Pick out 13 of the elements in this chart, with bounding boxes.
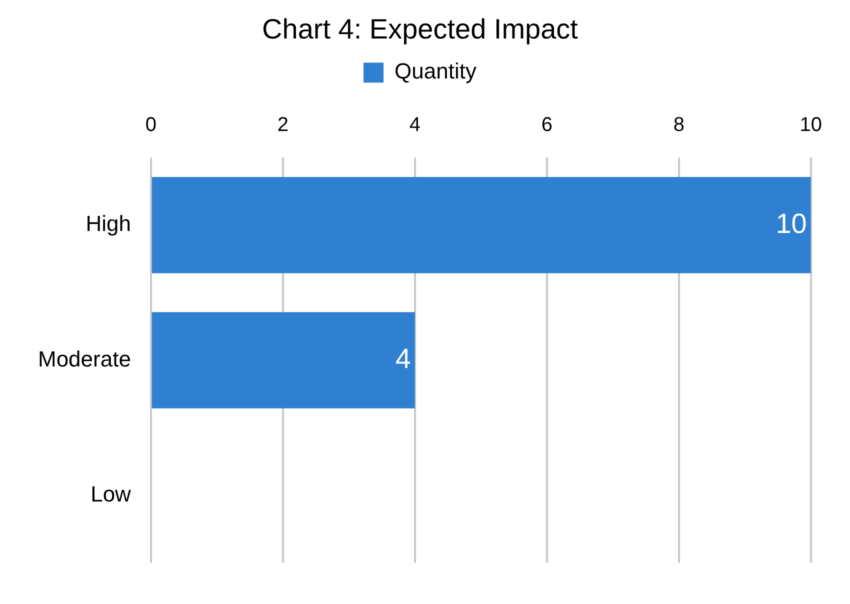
chart-title: Chart 4: Expected Impact: [262, 14, 578, 45]
x-tick-label: 6: [541, 114, 552, 136]
x-tick-label: 10: [800, 114, 822, 136]
data-label: 10: [776, 208, 807, 239]
x-tick-label: 8: [673, 114, 684, 136]
x-tick-label: 4: [409, 114, 420, 136]
x-tick-label: 2: [277, 114, 288, 136]
x-tick-label: 0: [145, 114, 157, 136]
y-tick-label: High: [86, 211, 131, 236]
y-tick-label: Low: [90, 481, 132, 506]
y-tick-label: Moderate: [38, 346, 131, 372]
legend-label: Quantity: [394, 58, 476, 84]
data-label: 4: [395, 342, 411, 374]
